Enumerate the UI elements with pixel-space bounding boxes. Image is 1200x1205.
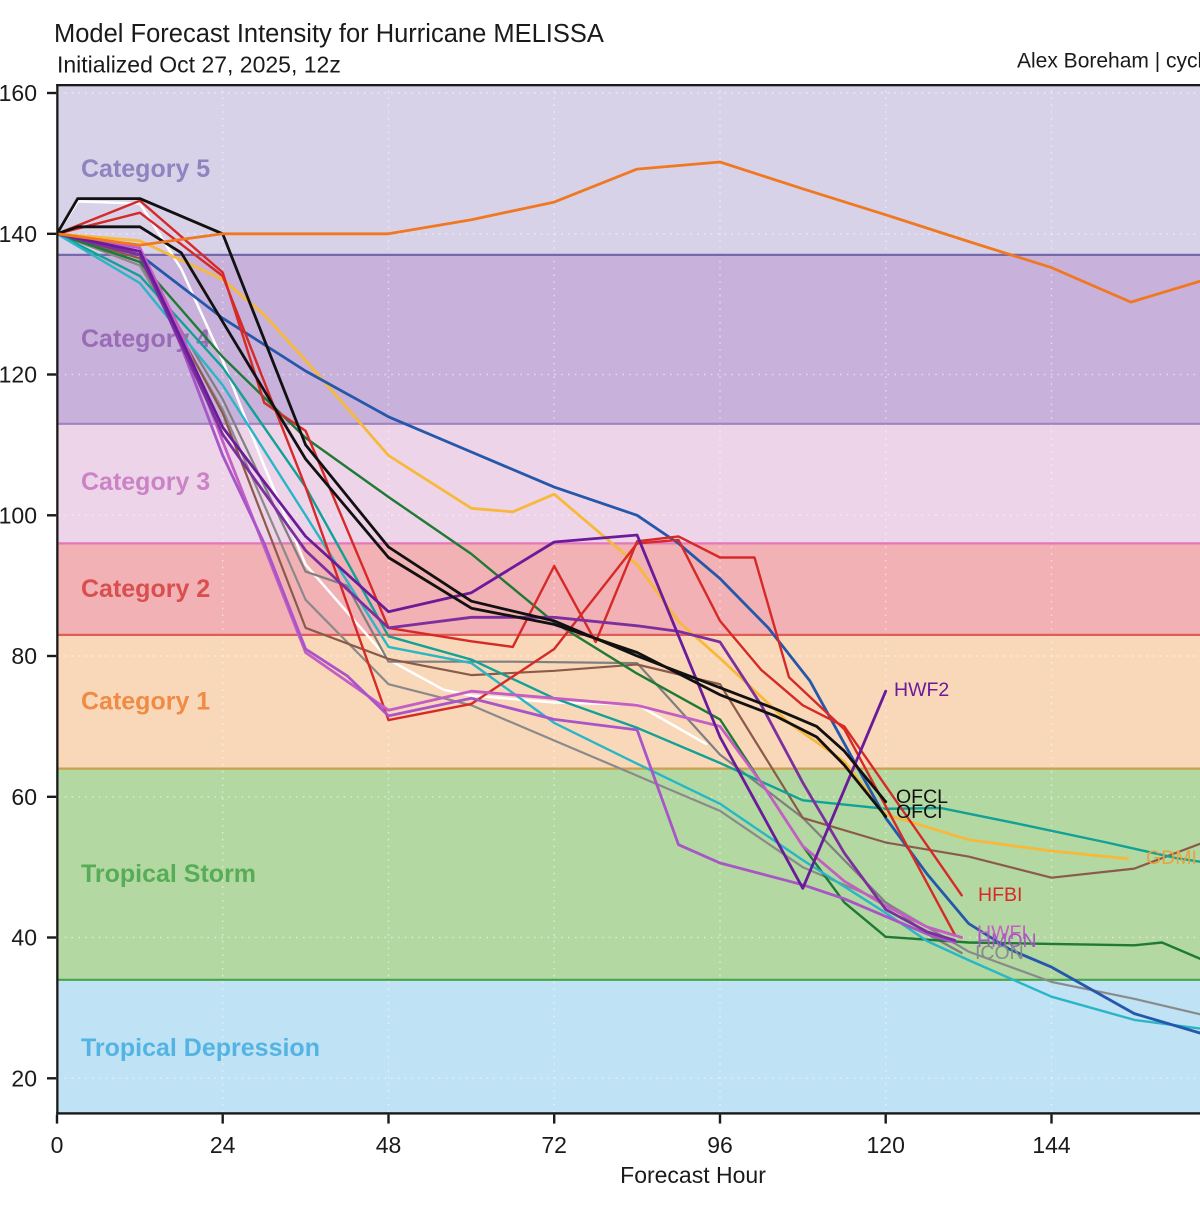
svg-text:144: 144	[1032, 1132, 1071, 1158]
svg-text:24: 24	[210, 1132, 236, 1158]
svg-text:HMON: HMON	[977, 930, 1037, 952]
svg-text:Category 5: Category 5	[81, 155, 210, 183]
svg-text:HWF2: HWF2	[894, 679, 949, 701]
svg-text:0: 0	[51, 1132, 64, 1158]
svg-text:120: 120	[867, 1132, 905, 1158]
svg-text:Alex Boreham | cyclonicwx.com: Alex Boreham | cyclonicwx.com	[1017, 50, 1200, 73]
svg-text:120: 120	[0, 362, 37, 388]
svg-text:Tropical Depression: Tropical Depression	[81, 1034, 320, 1062]
svg-text:ICON: ICON	[975, 942, 1024, 964]
svg-text:HFBI: HFBI	[978, 884, 1022, 906]
svg-text:Model Forecast Intensity for H: Model Forecast Intensity for Hurricane M…	[54, 20, 604, 48]
svg-text:20: 20	[11, 1065, 37, 1091]
svg-text:72: 72	[541, 1132, 567, 1158]
svg-text:60: 60	[11, 784, 37, 810]
svg-text:Category 3: Category 3	[81, 468, 210, 496]
svg-text:HWFI: HWFI	[977, 922, 1027, 944]
svg-text:48: 48	[376, 1132, 402, 1158]
svg-text:140: 140	[0, 221, 37, 247]
svg-text:Category 2: Category 2	[81, 575, 210, 603]
svg-text:40: 40	[11, 925, 37, 951]
svg-text:OFCI: OFCI	[896, 801, 943, 823]
svg-text:Category 1: Category 1	[81, 688, 210, 716]
svg-text:GDMI: GDMI	[1146, 847, 1197, 869]
svg-text:100: 100	[0, 502, 37, 528]
svg-text:Category 4: Category 4	[81, 325, 210, 353]
svg-text:160: 160	[0, 80, 37, 106]
svg-text:Tropical Storm: Tropical Storm	[81, 860, 256, 888]
svg-text:Initialized Oct 27, 2025, 12z: Initialized Oct 27, 2025, 12z	[57, 52, 341, 78]
svg-text:80: 80	[11, 643, 37, 669]
svg-text:96: 96	[707, 1132, 733, 1158]
svg-text:Forecast Hour: Forecast Hour	[620, 1162, 766, 1188]
svg-text:OFCL: OFCL	[896, 786, 948, 808]
